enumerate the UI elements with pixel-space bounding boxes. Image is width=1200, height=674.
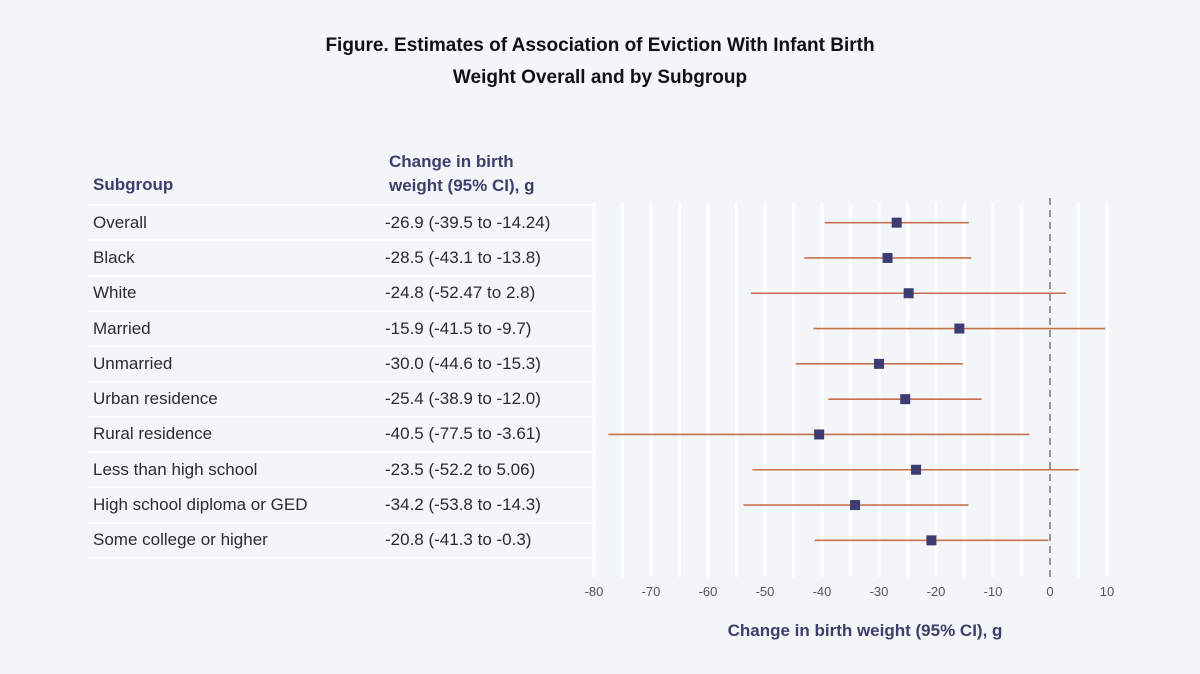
estimate-marker (926, 535, 937, 546)
chart-title-line-1: Figure. Estimates of Association of Evic… (325, 35, 875, 56)
ci-value: -15.9 (-41.5 to -9.7) (385, 318, 532, 338)
ci-value: -34.2 (-53.8 to -14.3) (385, 495, 541, 515)
subgroup-label: White (93, 283, 137, 303)
estimate-marker (911, 464, 922, 475)
subgroup-label: Urban residence (93, 389, 218, 409)
estimate-marker (882, 252, 893, 263)
subgroup-label: Married (93, 318, 151, 338)
ci-value: -24.8 (-52.47 to 2.8) (385, 283, 536, 303)
subgroup-column-header: Subgroup (93, 175, 174, 194)
estimate-marker (954, 323, 965, 334)
ci-value: -20.8 (-41.3 to -0.3) (385, 530, 532, 550)
ci-value: -26.9 (-39.5 to -14.24) (385, 212, 551, 232)
subgroup-label: Some college or higher (93, 530, 268, 550)
subgroup-label: Black (93, 247, 135, 267)
x-axis-label: Change in birth weight (95% CI), g (727, 621, 1003, 640)
estimate-marker (891, 217, 902, 228)
row-divider (88, 204, 596, 206)
ci-value: -40.5 (-77.5 to -3.61) (385, 424, 541, 444)
row-divider (88, 415, 596, 418)
ci-column-header-line-2: weight (95% CI), g (389, 176, 535, 195)
estimate-marker (814, 429, 825, 440)
row-divider (88, 451, 596, 454)
row-divider (88, 521, 596, 524)
subgroup-label: Unmarried (93, 353, 173, 373)
ci-value: -28.5 (-43.1 to -13.8) (385, 247, 541, 267)
estimate-marker (874, 358, 884, 369)
x-tick-label: -70 (642, 584, 661, 599)
ci-value: -25.4 (-38.9 to -12.0) (385, 389, 541, 409)
estimate-marker (850, 500, 861, 511)
row-divider (88, 274, 596, 277)
ci-value: -23.5 (-52.2 to 5.06) (385, 459, 536, 479)
row-divider (88, 309, 596, 312)
ci-value: -30.0 (-44.6 to -15.3) (385, 353, 541, 373)
x-tick-label: 10 (1100, 584, 1114, 599)
x-tick-label: -50 (756, 584, 775, 599)
subgroup-label: High school diploma or GED (93, 495, 308, 515)
row-divider (88, 557, 596, 559)
row-divider (88, 239, 596, 242)
chart-title: Figure. Estimates of Association of Evic… (0, 30, 1200, 94)
ci-column-header-line-1: Change in birth (389, 152, 514, 171)
row-divider (88, 345, 596, 348)
row-divider (88, 486, 596, 489)
x-tick-label: 0 (1046, 584, 1053, 599)
estimate-marker (903, 288, 914, 299)
x-tick-label: -10 (984, 584, 1003, 599)
x-tick-label: -40 (813, 584, 832, 599)
subgroup-label: Less than high school (93, 459, 258, 479)
ci-column-header: Change in birth weight (95% CI), g (389, 150, 534, 198)
estimate-marker (900, 394, 911, 405)
x-tick-label: -30 (870, 584, 889, 599)
x-tick-label: -60 (699, 584, 718, 599)
chart-title-line-2: Weight Overall and by Subgroup (452, 67, 748, 88)
subgroup-label: Overall (93, 212, 147, 232)
x-tick-label: -20 (927, 584, 946, 599)
row-divider (88, 380, 596, 383)
subgroup-label: Rural residence (93, 424, 213, 444)
x-tick-label: -80 (585, 584, 604, 599)
